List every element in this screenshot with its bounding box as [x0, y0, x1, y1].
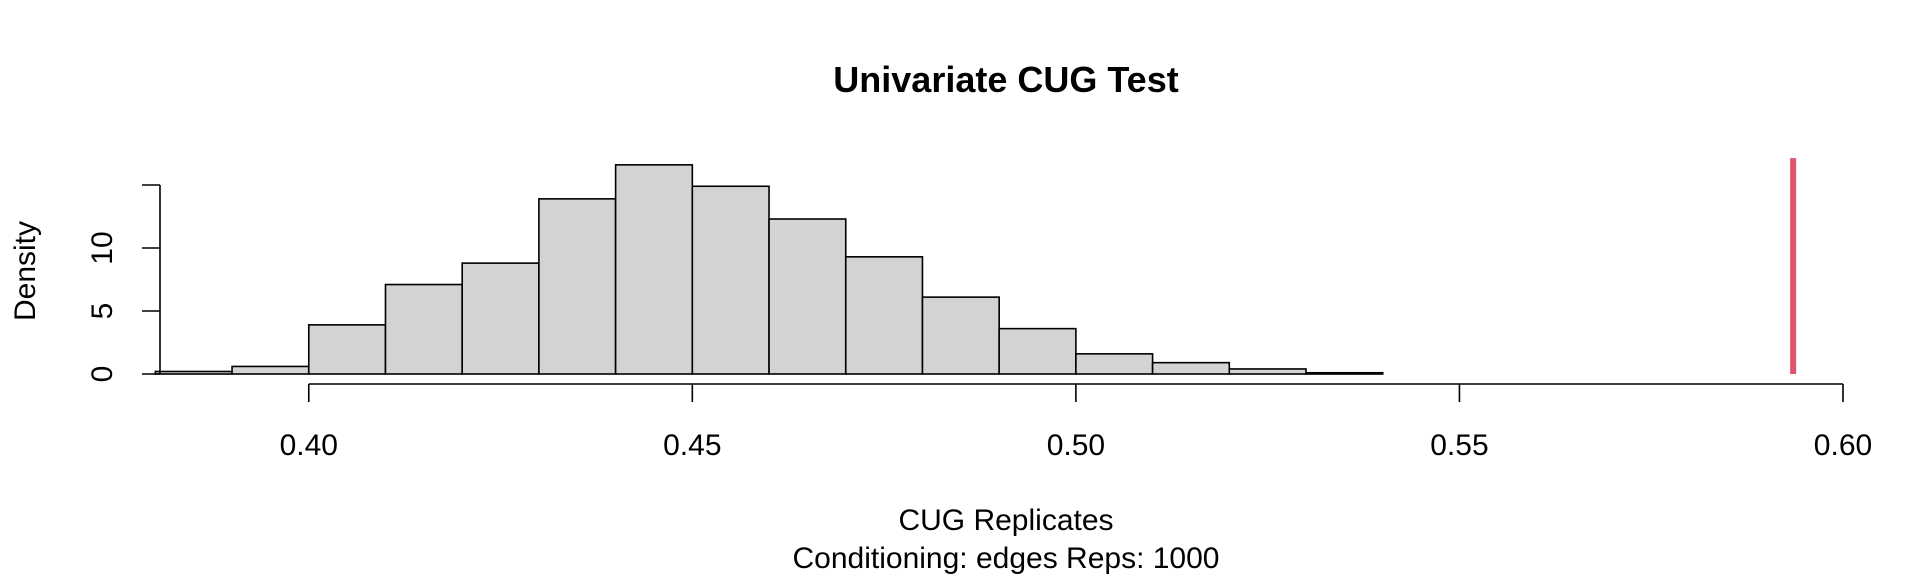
x-tick-label: 0.50	[1047, 429, 1105, 462]
x-tick-label: 0.45	[663, 429, 721, 462]
histogram-bar	[1228, 368, 1307, 375]
histogram-bar	[307, 324, 387, 375]
histogram-bar	[998, 327, 1077, 375]
histogram-bar	[154, 370, 233, 375]
histogram-bar	[461, 262, 540, 375]
x-axis-subtitle: Conditioning: edges Reps: 1000	[793, 542, 1220, 575]
x-axis: 0.40 0.45 0.50 0.55 0.60	[280, 383, 1872, 462]
histogram-bar	[921, 296, 1000, 375]
histogram-bar	[768, 218, 847, 375]
histogram-bar	[614, 164, 694, 375]
histogram-bar	[1305, 371, 1384, 375]
x-tick-label: 0.55	[1430, 429, 1488, 462]
y-tick-label: 0	[86, 366, 119, 383]
y-tick-label: 10	[86, 231, 119, 264]
chart-title: Univariate CUG Test	[833, 59, 1178, 100]
histogram-bar	[691, 185, 770, 375]
x-tick-label: 0.40	[280, 429, 338, 462]
histogram-bar	[384, 283, 463, 375]
histogram-bar	[1075, 353, 1154, 375]
x-axis-label: CUG Replicates	[898, 504, 1113, 537]
x-tick-label: 0.60	[1814, 429, 1872, 462]
histogram-bars	[154, 164, 1384, 375]
histogram-bar	[844, 256, 924, 375]
y-axis-label: Density	[9, 221, 42, 321]
y-axis: 0 5 10	[86, 184, 161, 383]
histogram-bar	[538, 198, 617, 375]
y-tick-label: 5	[86, 303, 119, 320]
histogram-bar	[1151, 361, 1231, 375]
histogram-bar	[231, 365, 310, 375]
